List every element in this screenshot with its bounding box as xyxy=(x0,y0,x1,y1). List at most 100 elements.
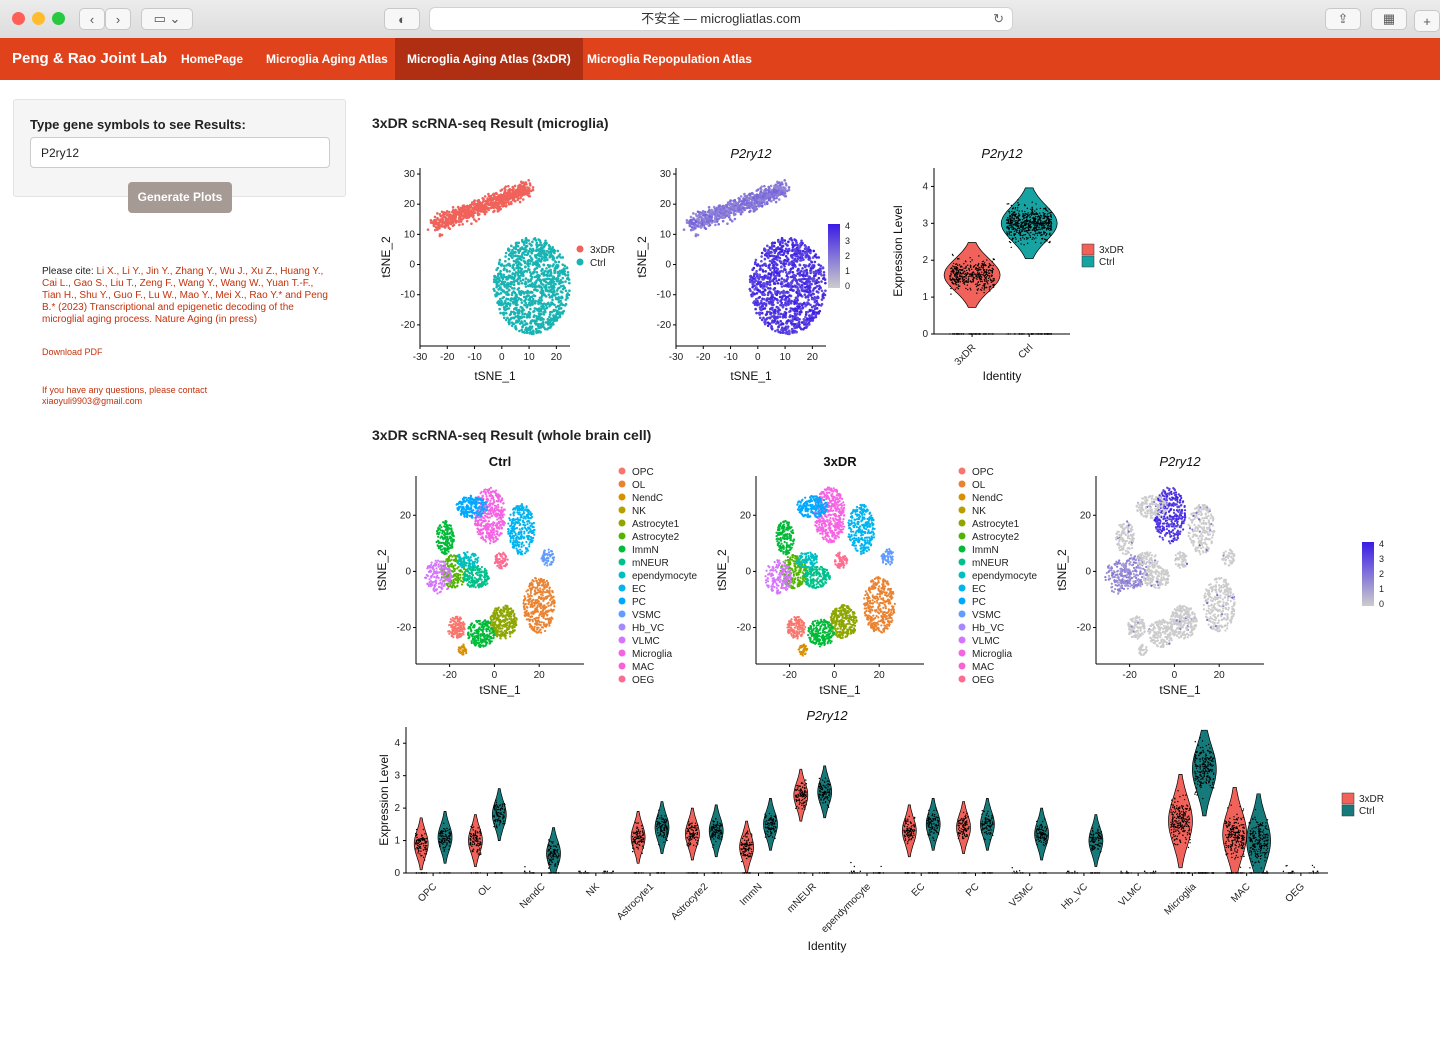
data-point xyxy=(763,276,767,279)
violin-point xyxy=(1011,216,1013,218)
data-point xyxy=(685,221,689,224)
violin-point xyxy=(1043,233,1045,235)
data-point xyxy=(557,300,561,304)
violin-point xyxy=(1021,235,1024,237)
data-point xyxy=(783,327,787,330)
data-point xyxy=(776,281,780,285)
violin-point xyxy=(1045,234,1047,237)
data-point xyxy=(753,300,756,303)
data-point xyxy=(447,222,450,225)
violin-point xyxy=(978,275,981,277)
privacy-report-button[interactable]: ◐ xyxy=(384,8,420,30)
violin-point xyxy=(1041,215,1043,217)
data-point xyxy=(500,276,504,280)
violin-point xyxy=(986,281,988,284)
data-point xyxy=(786,256,789,260)
data-point xyxy=(780,245,784,249)
data-point xyxy=(564,298,568,301)
data-point xyxy=(444,222,448,226)
forward-button[interactable]: › xyxy=(105,8,131,30)
y-tick-label: 0 xyxy=(665,260,671,271)
data-point xyxy=(522,308,525,312)
data-point xyxy=(781,253,785,257)
violin-point xyxy=(1014,224,1016,227)
violin-point xyxy=(982,265,985,267)
data-point xyxy=(503,291,507,294)
nav-aging-atlas[interactable]: Microglia Aging Atlas xyxy=(266,52,388,66)
chart-title: P2ry12 xyxy=(730,146,772,161)
generate-plots-button[interactable]: Generate Plots xyxy=(128,182,232,213)
violin-point xyxy=(966,284,969,286)
address-bar[interactable]: 不安全 — microgliatlas.com ↻ xyxy=(429,7,1013,31)
nav-home[interactable]: HomePage xyxy=(181,52,244,66)
tab-overview-button[interactable]: ▦ xyxy=(1371,8,1407,30)
data-point xyxy=(546,253,549,257)
data-point xyxy=(545,241,548,245)
data-point xyxy=(730,219,734,223)
data-point xyxy=(486,197,489,200)
reload-icon[interactable]: ↻ xyxy=(993,11,1004,26)
violin-point xyxy=(1046,218,1049,220)
contact-text[interactable]: If you have any questions, please contac… xyxy=(42,385,208,406)
data-point xyxy=(763,302,766,306)
data-point xyxy=(522,315,526,319)
data-point xyxy=(524,186,528,189)
data-point xyxy=(524,290,527,294)
violin-point xyxy=(1006,217,1009,219)
violin-point xyxy=(1040,222,1043,224)
minimize-window-button[interactable] xyxy=(32,12,45,25)
data-point xyxy=(769,251,772,255)
data-point xyxy=(753,262,757,266)
data-point xyxy=(768,307,772,311)
data-point xyxy=(527,251,530,255)
new-tab-button[interactable]: + xyxy=(1414,10,1440,32)
share-button[interactable]: ⇪ xyxy=(1325,8,1361,30)
violin-point xyxy=(1016,222,1018,224)
data-point xyxy=(534,239,538,242)
zoom-window-button[interactable] xyxy=(52,12,65,25)
data-point xyxy=(528,311,532,315)
violin-point xyxy=(1046,238,1048,241)
data-point xyxy=(758,313,762,316)
data-point xyxy=(820,280,823,283)
data-point xyxy=(772,248,776,252)
data-point xyxy=(548,321,552,324)
violin-point xyxy=(1024,220,1027,222)
violin-point xyxy=(1017,204,1019,207)
violin-point xyxy=(992,277,995,280)
sidebar-toggle-button[interactable]: ▭ ⌄ xyxy=(141,8,193,30)
data-point xyxy=(551,255,555,258)
violin-point xyxy=(1023,217,1025,220)
data-point xyxy=(795,260,799,263)
violin-point xyxy=(1026,207,1029,210)
data-point xyxy=(452,218,456,222)
violin-point xyxy=(984,278,986,280)
gene-symbol-input[interactable] xyxy=(30,137,330,168)
data-point xyxy=(799,259,803,262)
data-point xyxy=(524,250,528,253)
nav-aging-atlas-3xdr[interactable]: Microglia Aging Atlas (3xDR) xyxy=(395,38,583,80)
data-point xyxy=(447,226,451,230)
brand[interactable]: Peng & Rao Joint Lab xyxy=(12,50,168,67)
back-button[interactable]: ‹ xyxy=(79,8,105,30)
violin-point xyxy=(961,273,963,275)
data-point xyxy=(814,253,818,256)
close-window-button[interactable] xyxy=(12,12,25,25)
data-point xyxy=(694,234,698,238)
data-point xyxy=(508,202,511,206)
data-point xyxy=(812,287,816,290)
data-point xyxy=(544,289,548,292)
download-pdf-link[interactable]: Download PDF xyxy=(42,347,103,357)
data-point xyxy=(707,210,710,213)
data-point xyxy=(760,299,763,303)
data-point xyxy=(780,295,784,299)
data-point xyxy=(553,303,556,307)
violin-point xyxy=(977,276,979,278)
violin-point xyxy=(983,279,986,281)
data-point xyxy=(780,282,784,285)
violin-point xyxy=(982,267,984,269)
data-point xyxy=(524,245,528,249)
citation-text[interactable]: Li X., Li Y., Jin Y., Zhang Y., Wu J., X… xyxy=(42,266,328,325)
data-point xyxy=(777,278,781,282)
nav-repopulation-atlas[interactable]: Microglia Repopulation Atlas xyxy=(587,52,752,66)
